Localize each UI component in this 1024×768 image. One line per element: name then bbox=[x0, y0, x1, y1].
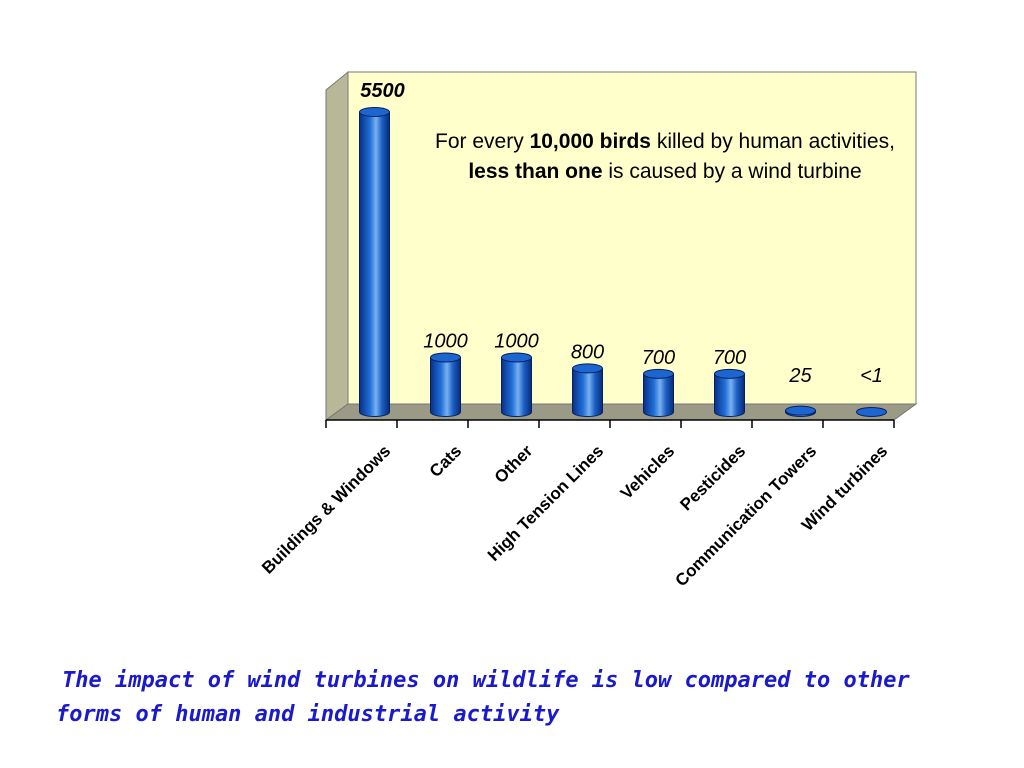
annotation-bold-2: less than one bbox=[468, 160, 603, 183]
data-label: 5500 bbox=[360, 80, 405, 102]
bar-body bbox=[359, 111, 390, 417]
bar bbox=[501, 352, 532, 417]
data-label: <1 bbox=[860, 365, 883, 387]
slide-caption: The impact of wind turbines on wildlife … bbox=[56, 668, 910, 727]
bar-body bbox=[643, 373, 674, 417]
annotation-text-3: is caused by a wind turbine bbox=[602, 160, 862, 183]
data-label: 1000 bbox=[494, 330, 539, 352]
bar bbox=[856, 406, 887, 417]
data-label: 25 bbox=[788, 365, 812, 387]
bar-top bbox=[572, 363, 603, 374]
bar-top bbox=[714, 368, 745, 379]
bar-top bbox=[501, 352, 532, 363]
data-labels-group: 5500 1000 1000 800 700 700 25 <1 bbox=[360, 80, 883, 387]
bar-body bbox=[501, 356, 532, 417]
bar-top bbox=[643, 368, 674, 379]
bar bbox=[643, 368, 674, 417]
annotation-text-2: killed by human activities, bbox=[650, 130, 895, 153]
bar bbox=[572, 363, 603, 417]
category-label: Communication Towers bbox=[672, 441, 821, 590]
chart-annotation: For every 10,000 birds killed by human a… bbox=[430, 127, 900, 187]
bar-body bbox=[572, 367, 603, 417]
bar bbox=[714, 368, 745, 417]
annotation-bold-1: 10,000 birds bbox=[529, 130, 651, 153]
bars-group bbox=[359, 107, 887, 417]
category-label: High Tension Lines bbox=[484, 441, 607, 564]
bar bbox=[785, 405, 816, 417]
chart-back-wall bbox=[347, 71, 917, 405]
annotation-text-1: For every bbox=[435, 130, 530, 153]
data-label: 1000 bbox=[423, 330, 468, 352]
x-axis-ticks bbox=[325, 420, 895, 428]
bar-top bbox=[430, 352, 461, 363]
chart-side-wall bbox=[325, 70, 349, 421]
category-label: Pesticides bbox=[676, 441, 749, 514]
category-label: Cats bbox=[426, 441, 465, 480]
data-label: 700 bbox=[713, 347, 746, 369]
bar-top bbox=[785, 405, 816, 416]
data-label: 800 bbox=[571, 341, 604, 363]
bar-body bbox=[714, 373, 745, 417]
data-label: 700 bbox=[642, 347, 675, 369]
category-label: Other bbox=[491, 441, 537, 487]
chart-floor bbox=[324, 403, 918, 421]
bar-body bbox=[430, 356, 461, 417]
category-label: Vehicles bbox=[617, 441, 679, 503]
bar-top bbox=[359, 107, 390, 117]
bar bbox=[359, 107, 390, 417]
bar bbox=[430, 352, 461, 417]
category-label: Buildings & Windows bbox=[258, 441, 394, 577]
bar-top bbox=[856, 406, 887, 417]
